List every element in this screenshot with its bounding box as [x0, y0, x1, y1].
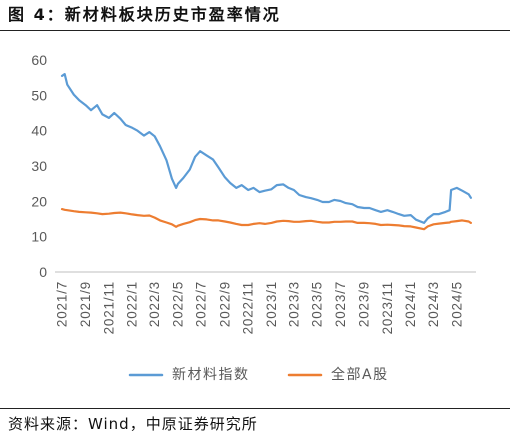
legend-item-all-a-shares: 全部A股: [287, 366, 389, 383]
x-tick-label: 2022/11: [241, 281, 256, 334]
x-tick-label: 2022/3: [147, 281, 162, 327]
legend: 新材料指数 全部A股: [128, 366, 389, 383]
y-axis-tick-labels: 0 10 20 30 40 50 60: [31, 52, 47, 280]
x-tick-label: 2023/3: [286, 281, 301, 327]
source-divider: [0, 408, 510, 409]
legend-label: 全部A股: [331, 366, 389, 383]
x-tick-label: 2024/5: [449, 281, 464, 327]
x-axis-tick-labels: 2021/7 2021/9 2021/11 2022/1 2022/3 2022/5 202…: [55, 281, 465, 334]
x-tick-label: 2021/7: [55, 281, 70, 327]
y-tick-label: 20: [31, 193, 47, 209]
x-tick-label: 2021/9: [78, 281, 93, 327]
series-line-new-materials-index: [60, 73, 472, 224]
y-tick-label: 0: [39, 264, 47, 280]
x-tick-label: 2023/7: [333, 281, 348, 327]
x-tick-label: 2022/9: [217, 281, 232, 327]
x-tick-label: 2023/11: [380, 281, 395, 334]
x-tick-label: 2024/1: [403, 281, 418, 327]
x-tick-label: 2022/7: [194, 281, 209, 327]
x-tick-label: 2023/9: [357, 281, 372, 327]
y-tick-label: 10: [31, 229, 47, 245]
y-tick-label: 50: [31, 87, 47, 103]
y-tick-label: 30: [31, 158, 47, 174]
y-tick-label: 40: [31, 123, 47, 139]
x-tick-label: 2022/1: [125, 281, 140, 327]
x-tick-label: 2024/3: [426, 281, 441, 327]
series-lines: [60, 73, 472, 231]
x-tick-label: 2022/5: [171, 281, 186, 327]
figure-title: 图 4：新材料板块历史市盈率情况: [8, 5, 281, 24]
y-tick-label: 60: [31, 52, 47, 68]
series-line-all-a-shares: [60, 208, 472, 231]
legend-item-new-materials-index: 新材料指数: [128, 367, 250, 383]
x-tick-label: 2023/1: [264, 281, 279, 327]
x-tick-label: 2021/11: [101, 281, 116, 334]
title-divider: [0, 30, 510, 31]
source-note: 资料来源：Wind，中原证券研究所: [8, 415, 258, 433]
legend-label: 新材料指数: [172, 367, 250, 383]
x-tick-label: 2023/5: [310, 281, 325, 327]
